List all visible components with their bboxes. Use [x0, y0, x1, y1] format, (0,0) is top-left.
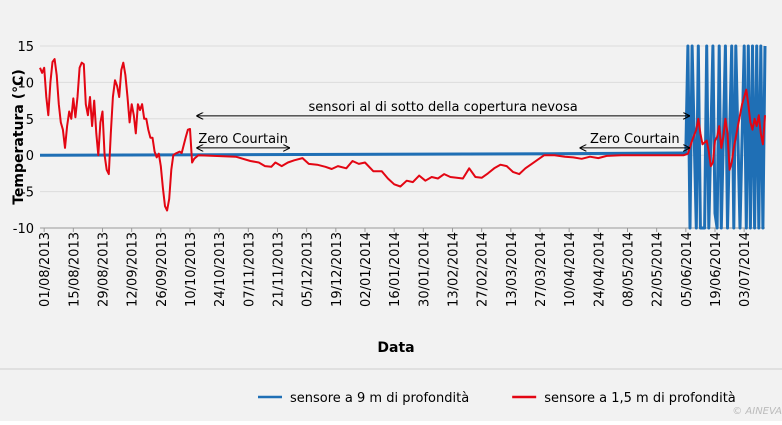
x-tick-label: 27/03/2014: [534, 232, 549, 307]
credit: © AINEVA: [732, 406, 782, 417]
y-tick-label: 0: [26, 149, 34, 164]
x-tick-label: 02/01/2014: [359, 232, 374, 307]
x-tick-label: 16/01/2014: [388, 232, 403, 307]
x-tick-label: 13/03/2014: [505, 232, 520, 307]
legend-item: sensore a 9 m di profondità: [258, 391, 469, 406]
x-tick-label: 27/02/2014: [476, 232, 491, 307]
legend-label: sensore a 1,5 m di profondità: [544, 391, 736, 406]
x-tick-label: 24/10/2013: [213, 232, 228, 307]
y-tick-label: 15: [17, 40, 34, 55]
x-tick-label: 08/05/2014: [622, 232, 637, 307]
y-tick-label: 5: [26, 113, 34, 128]
x-axis-label: Data: [377, 340, 414, 356]
series-line: [39, 58, 766, 212]
y-axis-label: Temperatura (°C): [11, 69, 27, 205]
x-tick-label: 05/12/2013: [301, 232, 316, 307]
x-tick-label: 19/06/2014: [709, 232, 724, 307]
annotation-text: Zero Courtain: [198, 132, 288, 147]
x-tick-label: 10/10/2013: [184, 232, 199, 307]
legend-label: sensore a 9 m di profondità: [290, 391, 469, 406]
x-tick-label: 03/07/2014: [738, 232, 753, 307]
x-tick-label: 21/11/2013: [272, 232, 287, 307]
y-tick-label: 10: [17, 76, 34, 91]
annotation-text: Zero Courtain: [590, 132, 680, 147]
x-tick-label: 29/08/2013: [97, 232, 112, 307]
x-tick-label: 26/09/2013: [155, 232, 170, 307]
x-tick-label: 22/05/2014: [651, 232, 666, 307]
x-tick-label: 10/04/2014: [563, 232, 578, 307]
x-tick-label: 15/08/2013: [67, 232, 82, 307]
x-tick-label: 07/11/2013: [242, 232, 257, 307]
x-tick-label: 13/02/2014: [447, 232, 462, 307]
y-tick-label: -5: [21, 186, 34, 201]
y-tick-label: -10: [13, 222, 34, 237]
x-tick-label: 12/09/2013: [126, 232, 141, 307]
x-tick-label: 01/08/2013: [38, 232, 53, 307]
x-tick-label: 24/04/2014: [592, 232, 607, 307]
series-line: [40, 44, 767, 230]
legend-item: sensore a 1,5 m di profondità: [512, 391, 736, 406]
x-tick-label: 05/06/2014: [680, 232, 695, 307]
x-tick-label: 30/01/2014: [417, 232, 432, 307]
x-tick-label: 19/12/2013: [330, 232, 345, 307]
annotation-text: sensori al di sotto della copertura nevo…: [309, 100, 578, 115]
